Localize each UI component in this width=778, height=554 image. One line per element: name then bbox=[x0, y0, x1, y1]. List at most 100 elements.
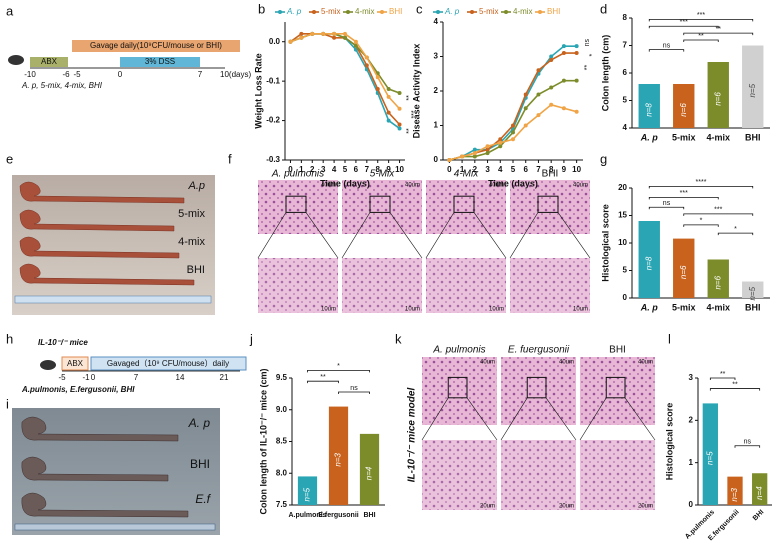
point bbox=[288, 39, 293, 44]
x-tick-label: A. p bbox=[640, 132, 659, 142]
point bbox=[523, 123, 528, 128]
x-tick-label: 3 bbox=[485, 165, 490, 174]
histology-zoom bbox=[426, 258, 506, 313]
point bbox=[511, 137, 515, 142]
legend-marker bbox=[380, 10, 384, 14]
abx-label: ABX bbox=[41, 57, 58, 66]
y-axis-label: Weight Loss Rate bbox=[253, 53, 263, 128]
point bbox=[375, 75, 380, 80]
x-tick-label: E.fergusonii bbox=[318, 512, 359, 519]
bar bbox=[742, 281, 764, 298]
n-label: n=4 bbox=[755, 486, 764, 500]
histology-label: A. pulmonis bbox=[271, 169, 324, 180]
bracket bbox=[648, 18, 754, 22]
point bbox=[353, 39, 358, 44]
significance: *** bbox=[680, 190, 688, 197]
side-label: IL-10⁻/⁻ mice model bbox=[407, 388, 418, 483]
histology-image bbox=[342, 180, 422, 234]
significance: ** bbox=[406, 95, 413, 101]
photo-label: 5-mix bbox=[178, 208, 205, 220]
tick: 21 bbox=[220, 373, 229, 382]
x-tick-label: BHI bbox=[745, 302, 761, 312]
y-axis-label: Colon length of IL-10⁻/⁻ mice (cm) bbox=[258, 368, 268, 514]
point bbox=[574, 78, 579, 83]
n-label: n=3 bbox=[730, 487, 739, 501]
panel-label: a bbox=[6, 3, 14, 18]
histology-zoom bbox=[580, 440, 655, 510]
x-axis-label: Time (days) bbox=[320, 178, 370, 188]
point bbox=[498, 144, 503, 149]
y-tick-label: 1 bbox=[689, 458, 694, 467]
x-tick-label: 5 bbox=[343, 165, 348, 174]
scale-label: 20um bbox=[480, 504, 495, 510]
bracket bbox=[648, 206, 685, 210]
zoom-line bbox=[466, 397, 498, 441]
y-tick-label: 9.0 bbox=[276, 405, 288, 414]
significance: * bbox=[589, 53, 596, 56]
point bbox=[364, 63, 369, 68]
tick: -5 bbox=[58, 373, 66, 382]
x-tick-label: 0 bbox=[288, 165, 293, 174]
zoom-line bbox=[545, 397, 577, 441]
scale-label: 10um bbox=[489, 307, 504, 313]
x-tick-label: 8 bbox=[376, 165, 381, 174]
y-axis-label: Histological score bbox=[664, 403, 674, 481]
bracket bbox=[709, 377, 736, 380]
histology-image bbox=[510, 180, 590, 234]
point bbox=[299, 31, 304, 36]
photo-label: A.p bbox=[187, 180, 205, 192]
panel-label: c bbox=[416, 1, 423, 16]
legend-marker bbox=[278, 10, 282, 14]
zoom-box bbox=[447, 376, 468, 399]
schematic-h: IL-10⁻/⁻ mice ABX Gavaged（10⁹ CFU/mouse）… bbox=[21, 338, 247, 394]
bar bbox=[742, 45, 764, 128]
tick: -6 bbox=[62, 70, 70, 79]
photo-label: BHI bbox=[190, 457, 210, 471]
y-tick-label: 8.5 bbox=[276, 437, 288, 446]
point bbox=[561, 106, 566, 111]
photo-label: E.f bbox=[195, 492, 211, 506]
bracket bbox=[683, 224, 719, 227]
point bbox=[498, 140, 503, 145]
y-axis-label: Histological score bbox=[600, 204, 610, 282]
x-tick-label: 7 bbox=[365, 165, 370, 174]
x-tick-label: 5 bbox=[511, 165, 516, 174]
zoom-line bbox=[509, 212, 539, 259]
panel-label: l bbox=[668, 331, 671, 346]
n-label: n=5 bbox=[748, 83, 757, 97]
bar bbox=[673, 84, 695, 128]
legend-marker bbox=[504, 10, 508, 14]
significance: ** bbox=[320, 374, 326, 381]
x-tick-label: 4 bbox=[498, 165, 503, 174]
photo-i: A. p BHI E.f bbox=[12, 408, 220, 535]
point bbox=[498, 137, 503, 142]
n-label: n=6 bbox=[713, 92, 722, 106]
bracket bbox=[683, 39, 719, 42]
tick: -5 bbox=[73, 70, 81, 79]
point bbox=[353, 43, 358, 48]
point bbox=[332, 35, 337, 40]
point bbox=[485, 144, 490, 149]
y-tick-label: 15 bbox=[618, 211, 627, 220]
x-tick-label: 4-mix bbox=[706, 132, 730, 142]
panel-label: e bbox=[6, 151, 13, 166]
point bbox=[485, 151, 490, 156]
mouse-icon bbox=[8, 55, 24, 65]
significance: * bbox=[700, 218, 703, 225]
scale-label: 40um bbox=[638, 360, 653, 366]
series-line bbox=[289, 33, 401, 126]
point bbox=[536, 113, 541, 118]
bar bbox=[359, 433, 380, 505]
significance: *** bbox=[411, 110, 418, 118]
zoom-line bbox=[341, 212, 371, 259]
legend-label: 4-mix bbox=[513, 7, 533, 16]
x-tick-label: 4-mix bbox=[706, 302, 730, 312]
point bbox=[343, 31, 347, 36]
y-tick-label: 0.0 bbox=[269, 37, 281, 46]
gavage-label: Gavage daily(10⁹CFU/mouse or BHI) bbox=[90, 41, 222, 50]
significance: ** bbox=[584, 65, 591, 71]
histology-label: 4-Mix bbox=[454, 169, 479, 180]
point bbox=[511, 130, 515, 135]
significance: ** bbox=[720, 371, 726, 378]
legend-label: A. p bbox=[444, 7, 460, 16]
